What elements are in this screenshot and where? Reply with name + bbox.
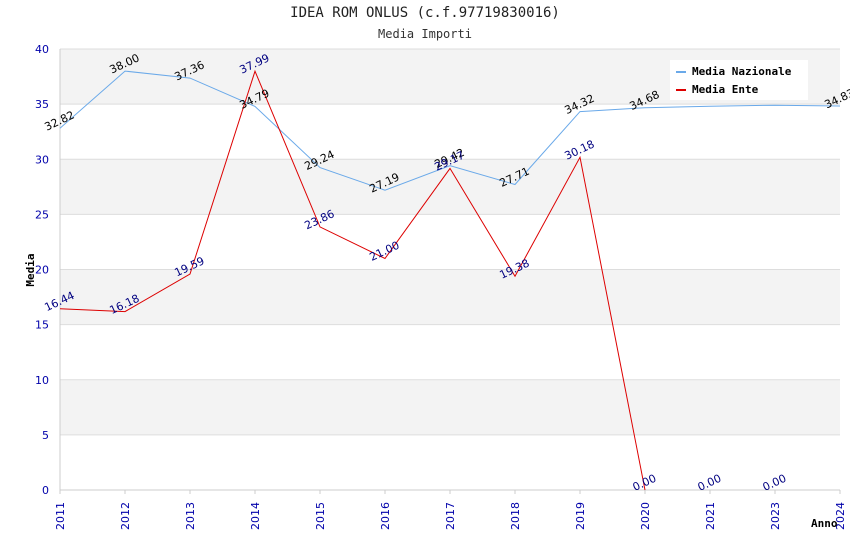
y-tick-label: 5 [42,429,49,442]
x-tick-label: 2023 [769,502,782,530]
x-tick-label: 2012 [119,502,132,530]
grid-bands [60,49,840,435]
x-tick-label: 2020 [639,502,652,530]
y-tick-label: 35 [35,98,49,111]
y-tick-label: 20 [35,264,49,277]
axes [59,49,841,494]
x-tick-label: 2014 [249,502,262,530]
x-tick-label: 2019 [574,502,587,530]
legend-label: Media Ente [692,83,759,96]
x-tick-label: 2015 [314,502,327,530]
data-label-ente: 21.00 [367,239,401,264]
y-axis-label: Media [24,253,37,286]
series-line-nazionale [59,70,841,191]
y-tick-label: 10 [35,374,49,387]
legend-item-nazionale: Media Nazionale [676,65,791,79]
grid-lines [60,48,840,491]
series-lines [59,69,841,491]
legend-swatch-nazionale [676,71,686,73]
x-tick-label: 2017 [444,502,457,530]
y-tick-label: 30 [35,153,49,166]
y-tick-labels: 0 5 10 15 20 25 30 35 40 [35,43,49,497]
y-tick-label: 15 [35,319,49,332]
legend-item-ente: Media Ente [676,83,758,97]
x-tick-label: 2016 [379,502,392,530]
x-tick-label: 2024 [834,502,847,530]
legend: Media Nazionale Media Ente [670,60,808,100]
x-tick-label: 2021 [704,502,717,530]
grid-band [60,379,840,435]
y-tick-label: 0 [42,484,49,497]
y-tick-label: 25 [35,208,49,221]
x-tick-label: 2013 [184,502,197,530]
x-axis-label: Anno [811,517,838,530]
legend-label: Media Nazionale [692,65,792,78]
x-tick-label: 2011 [54,502,67,530]
x-tick-labels: 2011 2012 2013 2014 2015 2016 2017 2018 2019 2020… [54,502,847,530]
grid-band [60,269,840,325]
series-line-ente [59,69,646,491]
x-tick-label: 2018 [509,502,522,530]
chart-subtitle: Media Importi [378,27,472,41]
chart-title: IDEA ROM ONLUS (c.f.97719830016) [290,5,560,21]
y-tick-label: 40 [35,43,49,56]
legend-swatch-ente [676,89,686,91]
